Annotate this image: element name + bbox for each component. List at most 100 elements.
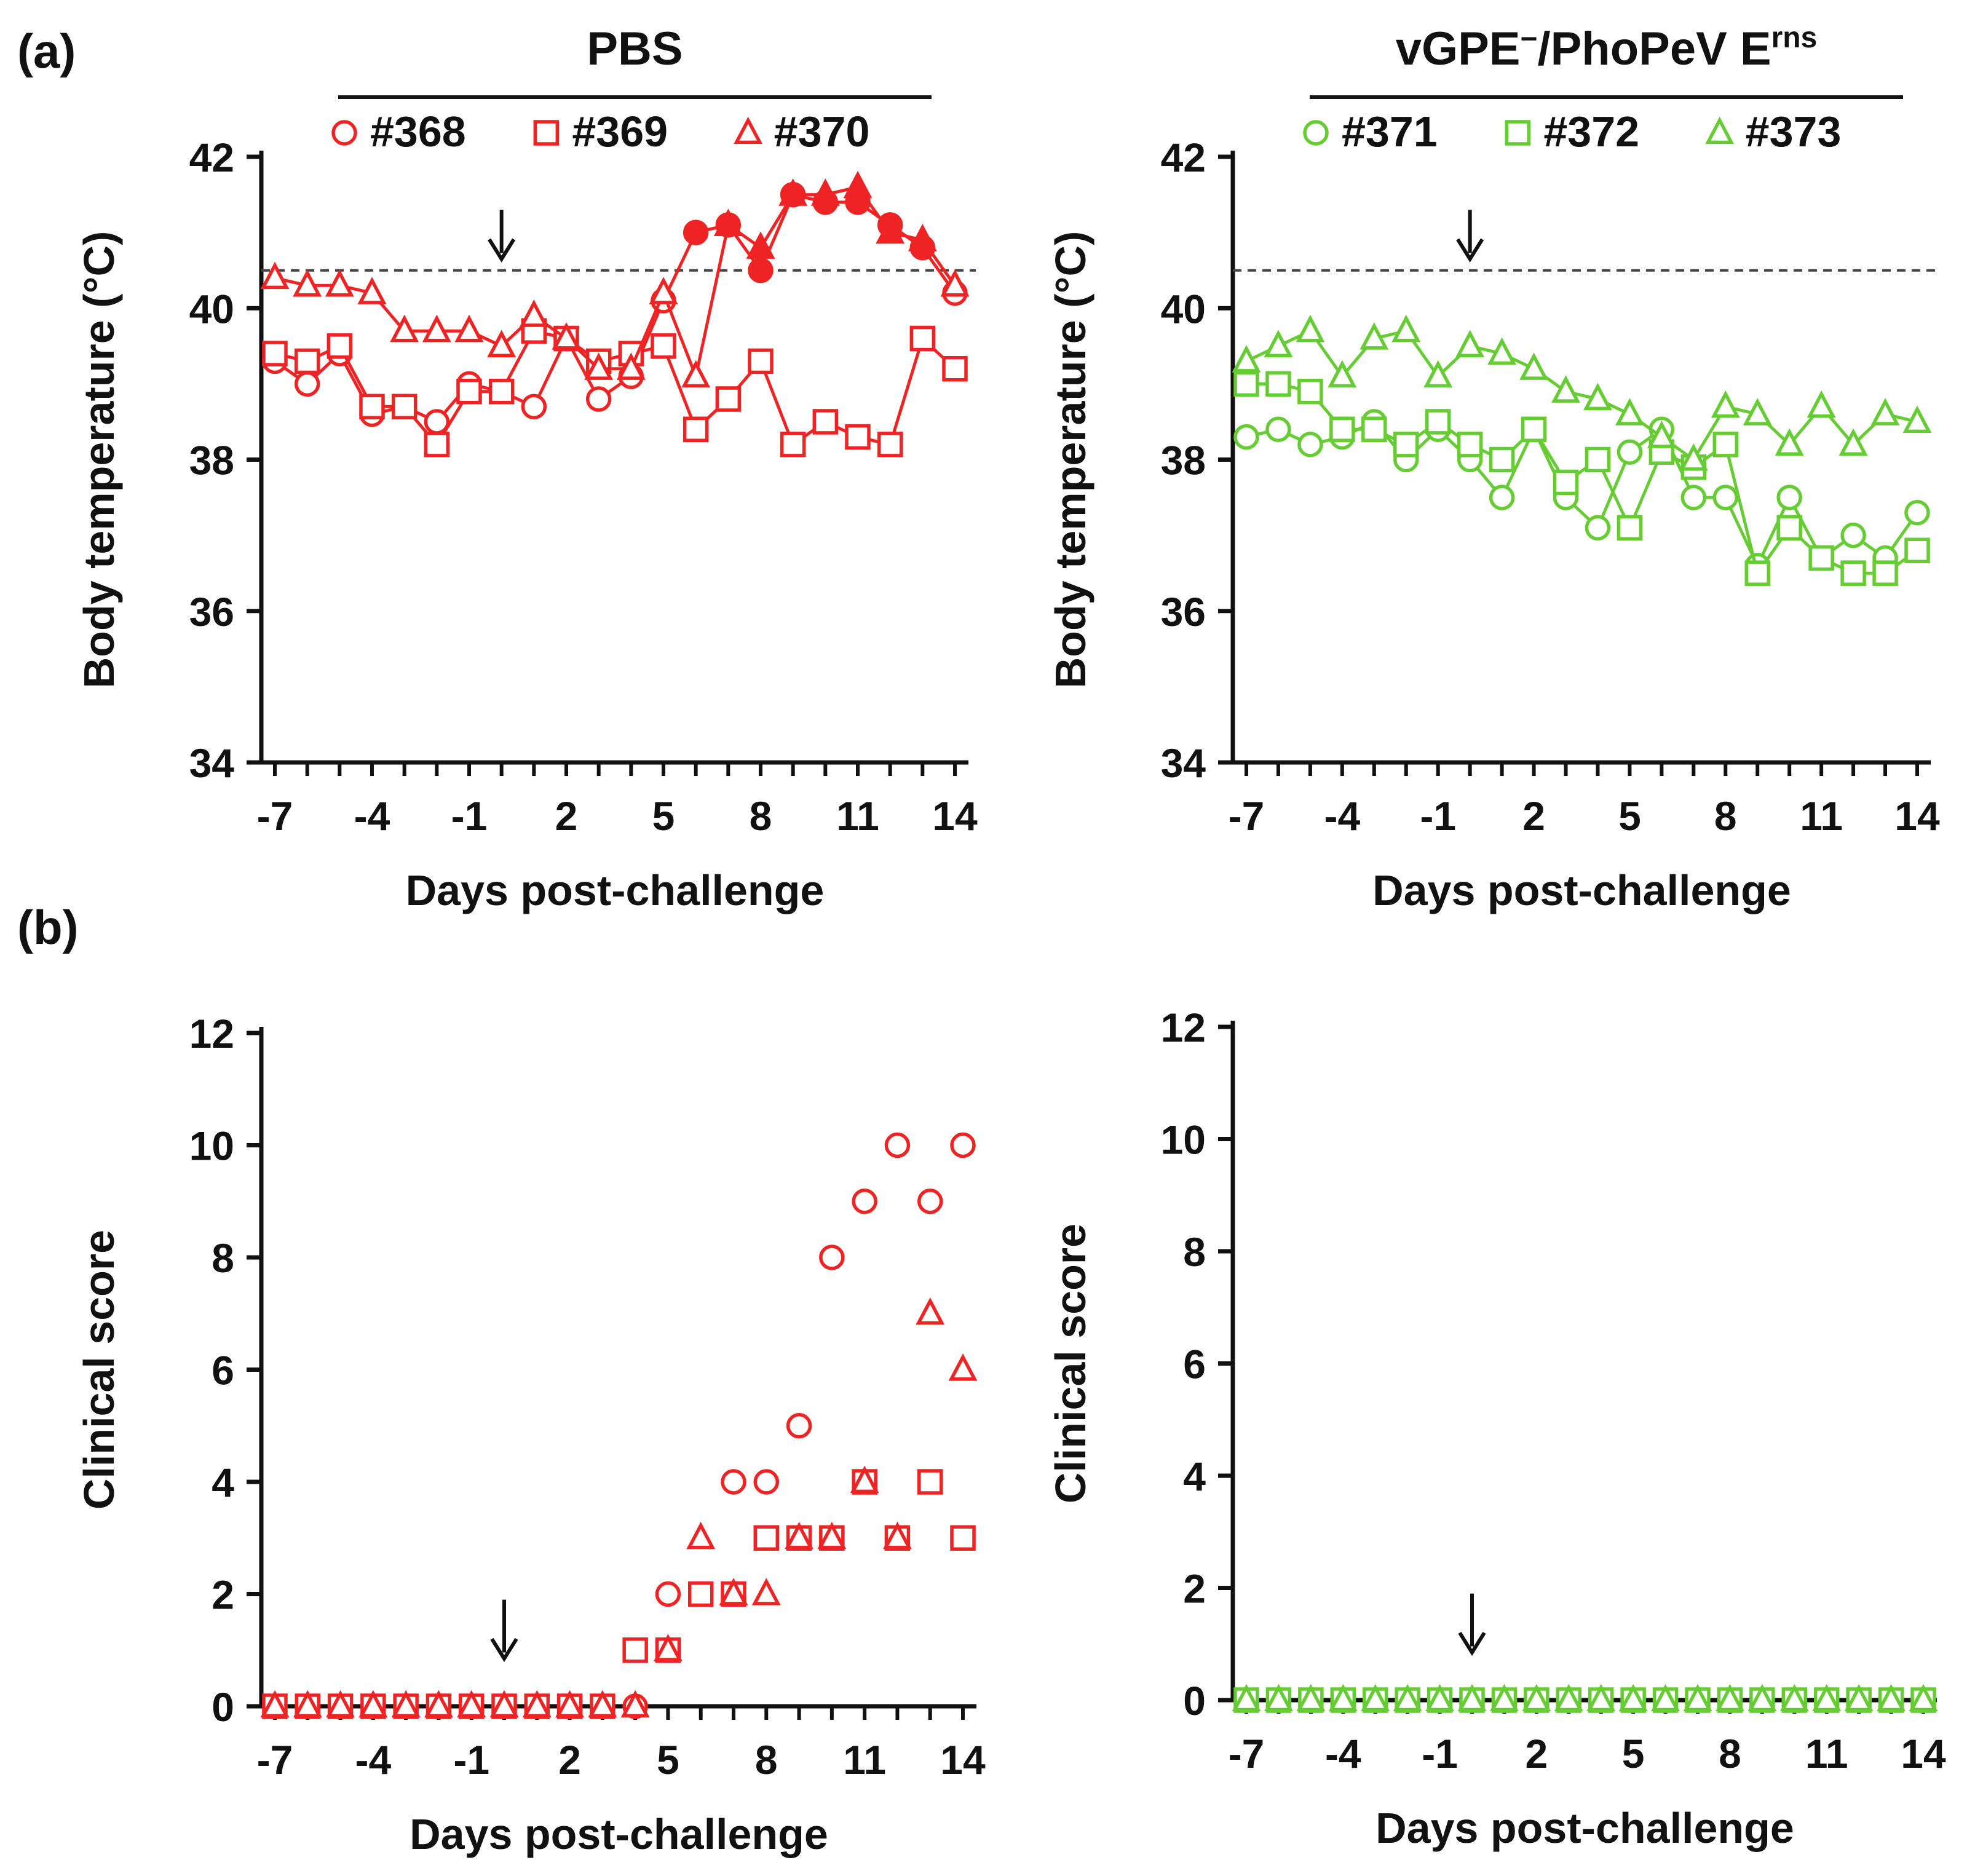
series-369 [262, 1469, 976, 1719]
data-point [1651, 1684, 1680, 1712]
data-point [687, 1581, 714, 1607]
x-tick-label: -1 [1420, 793, 1456, 839]
data-point [1683, 1684, 1712, 1712]
data-point [1361, 1684, 1390, 1712]
data-point [1807, 390, 1836, 418]
legend: #368 #369 #370 [331, 108, 870, 156]
y-axis-title: Body temperature (°C) [1047, 231, 1094, 689]
data-point [882, 1521, 912, 1549]
y-tick-label: 40 [1161, 286, 1206, 331]
chart-temp_vac: 34 36 38 40 42 -7 -4 -1 2 5 8 11 14 Days post-challen… [1047, 22, 1940, 914]
data-point [940, 269, 970, 297]
data-point [1551, 375, 1580, 403]
data-point [391, 1690, 421, 1718]
data-point [457, 1690, 486, 1718]
legend-marker-circle [331, 120, 357, 146]
x-axis-title: Days post-challenge [406, 866, 825, 914]
data-point [950, 1525, 976, 1551]
data-point [1585, 515, 1611, 541]
data-point [649, 277, 678, 304]
data-point [519, 299, 548, 327]
data-point [780, 432, 806, 457]
x-tick-label: -7 [1229, 1731, 1265, 1776]
y-tick-label: 0 [1183, 1678, 1206, 1724]
y-tick-label: 12 [189, 1011, 234, 1056]
series-line [1245, 329, 1918, 461]
y-axis-title: Body temperature (°C) [75, 231, 123, 689]
legend-marker-triangle [1705, 116, 1735, 144]
data-point [1838, 428, 1868, 456]
data-point [1812, 1684, 1842, 1712]
data-point [651, 333, 676, 359]
data-point [948, 1353, 978, 1381]
series-373 [1232, 314, 1932, 471]
panel-label-a: (a) [17, 24, 76, 78]
x-tick-label: 11 [1800, 793, 1843, 839]
x-tick-label: -1 [451, 793, 488, 839]
data-point [713, 208, 743, 236]
series-370 [260, 170, 970, 388]
y-tick-label: 34 [189, 740, 235, 786]
series-372 [1233, 371, 1930, 586]
x-tick-label: 5 [657, 1737, 679, 1783]
data-point [748, 257, 774, 283]
group-title-mid: /PhoPeV E [1537, 23, 1771, 75]
x-tick-label: 8 [1714, 793, 1737, 839]
data-point [942, 356, 968, 382]
y-tick-label: 0 [212, 1684, 234, 1730]
data-point [1457, 432, 1483, 457]
y-tick-label: 38 [189, 438, 234, 483]
legend-marker-circle [1303, 120, 1329, 146]
data-point [424, 432, 450, 457]
data-point [1615, 398, 1644, 425]
data-point [1872, 560, 1898, 586]
data-point [622, 1637, 648, 1663]
data-point [1425, 409, 1451, 435]
data-point [655, 1581, 681, 1607]
series-line [1246, 382, 1918, 575]
x-axis-title: Days post-challenge [1375, 1804, 1794, 1852]
data-point [1583, 382, 1612, 411]
data-point [1647, 421, 1676, 448]
data-point [1585, 446, 1611, 473]
x-tick-label: -7 [257, 793, 293, 839]
data-point [850, 1465, 879, 1494]
data-point [751, 1578, 781, 1605]
legend-label: #371 [1342, 108, 1438, 156]
challenge-arrow [488, 210, 516, 263]
x-tick-label: 8 [755, 1737, 778, 1783]
data-point [1361, 416, 1387, 442]
data-point [1554, 1684, 1583, 1712]
x-tick-label: 14 [1901, 1731, 1946, 1776]
data-point [1455, 330, 1485, 357]
group-title: PBS [587, 23, 683, 75]
series-373 [1232, 1684, 1938, 1712]
data-point [817, 1521, 847, 1549]
data-point [1522, 1684, 1551, 1712]
data-point [653, 1634, 683, 1661]
legend-label: #370 [774, 108, 870, 156]
x-tick-label: 2 [558, 1737, 581, 1783]
series-370 [260, 1297, 978, 1718]
data-point [1747, 1684, 1777, 1712]
series-line [274, 185, 957, 378]
data-point [522, 1690, 552, 1718]
data-point [293, 269, 322, 297]
data-point [294, 371, 320, 397]
data-point [588, 1690, 617, 1718]
data-point [1489, 485, 1515, 510]
data-point [1711, 390, 1740, 418]
data-point [294, 348, 320, 374]
panel-label-b: (b) [17, 900, 79, 954]
y-tick-label: 42 [1161, 135, 1206, 180]
data-point [422, 314, 451, 342]
x-tick-label: -4 [1325, 1731, 1361, 1776]
data-point [884, 1132, 911, 1158]
chart-score_vac: 0 2 4 6 8 10 12 -7 -4 -1 2 5 8 11 14 Days post-challeng… [1047, 1005, 1946, 1852]
data-point [748, 348, 774, 374]
data-point [521, 394, 547, 420]
data-point [260, 1690, 290, 1718]
y-axis-title: Clinical score [75, 1230, 123, 1510]
data-point [1425, 1684, 1455, 1712]
